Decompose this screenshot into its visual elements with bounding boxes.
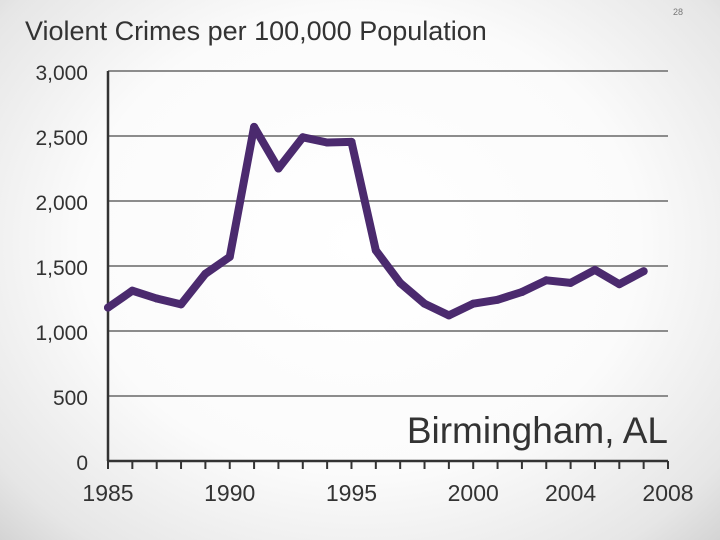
data-point: [615, 280, 624, 289]
data-point: [177, 300, 186, 309]
data-point: [201, 269, 210, 278]
x-tick-label: 1985: [82, 480, 133, 506]
x-tick-label: 1995: [326, 480, 377, 506]
slide-number: 28: [672, 7, 683, 17]
tick-labels: 0 500 1,000 1,500 2,000 2,500 3,000 1985 1990 199…: [35, 62, 693, 506]
data-point: [639, 267, 648, 276]
data-point: [542, 276, 551, 285]
data-point: [444, 311, 453, 320]
data-point: [396, 278, 405, 287]
data-point: [298, 133, 307, 142]
data-point: [152, 294, 161, 303]
data-point: [128, 286, 137, 295]
data-point: [517, 288, 526, 296]
x-tick-label: 1990: [204, 480, 255, 506]
data-point: [371, 246, 380, 255]
y-tick-label: 2,000: [35, 192, 88, 215]
series-line: [104, 122, 648, 320]
data-point: [566, 278, 575, 287]
y-tick-label: 1,000: [35, 322, 88, 345]
y-tick-label: 1,500: [35, 257, 88, 280]
y-tick-label: 0: [76, 452, 88, 475]
data-point: [347, 137, 356, 146]
data-point: [469, 299, 478, 308]
data-point: [420, 299, 429, 308]
x-tick-label: 2008: [642, 480, 693, 506]
data-point: [250, 122, 259, 131]
x-tick-label: 2000: [448, 480, 499, 506]
data-point: [274, 164, 283, 173]
chart-annotation: Birmingham, AL: [407, 410, 668, 451]
data-point: [104, 303, 112, 312]
gridlines: [108, 70, 668, 397]
data-point: [493, 295, 502, 304]
data-point: [590, 265, 599, 274]
y-tick-label: 3,000: [35, 62, 88, 85]
y-tick-label: 2,500: [35, 127, 88, 150]
axes: [106, 71, 669, 469]
data-point: [225, 252, 234, 261]
chart-title: Violent Crimes per 100,000 Population: [25, 16, 487, 46]
x-tick-label: 2004: [545, 480, 596, 506]
series-layer: [104, 122, 648, 320]
data-point: [323, 138, 332, 147]
y-tick-label: 500: [53, 387, 88, 410]
